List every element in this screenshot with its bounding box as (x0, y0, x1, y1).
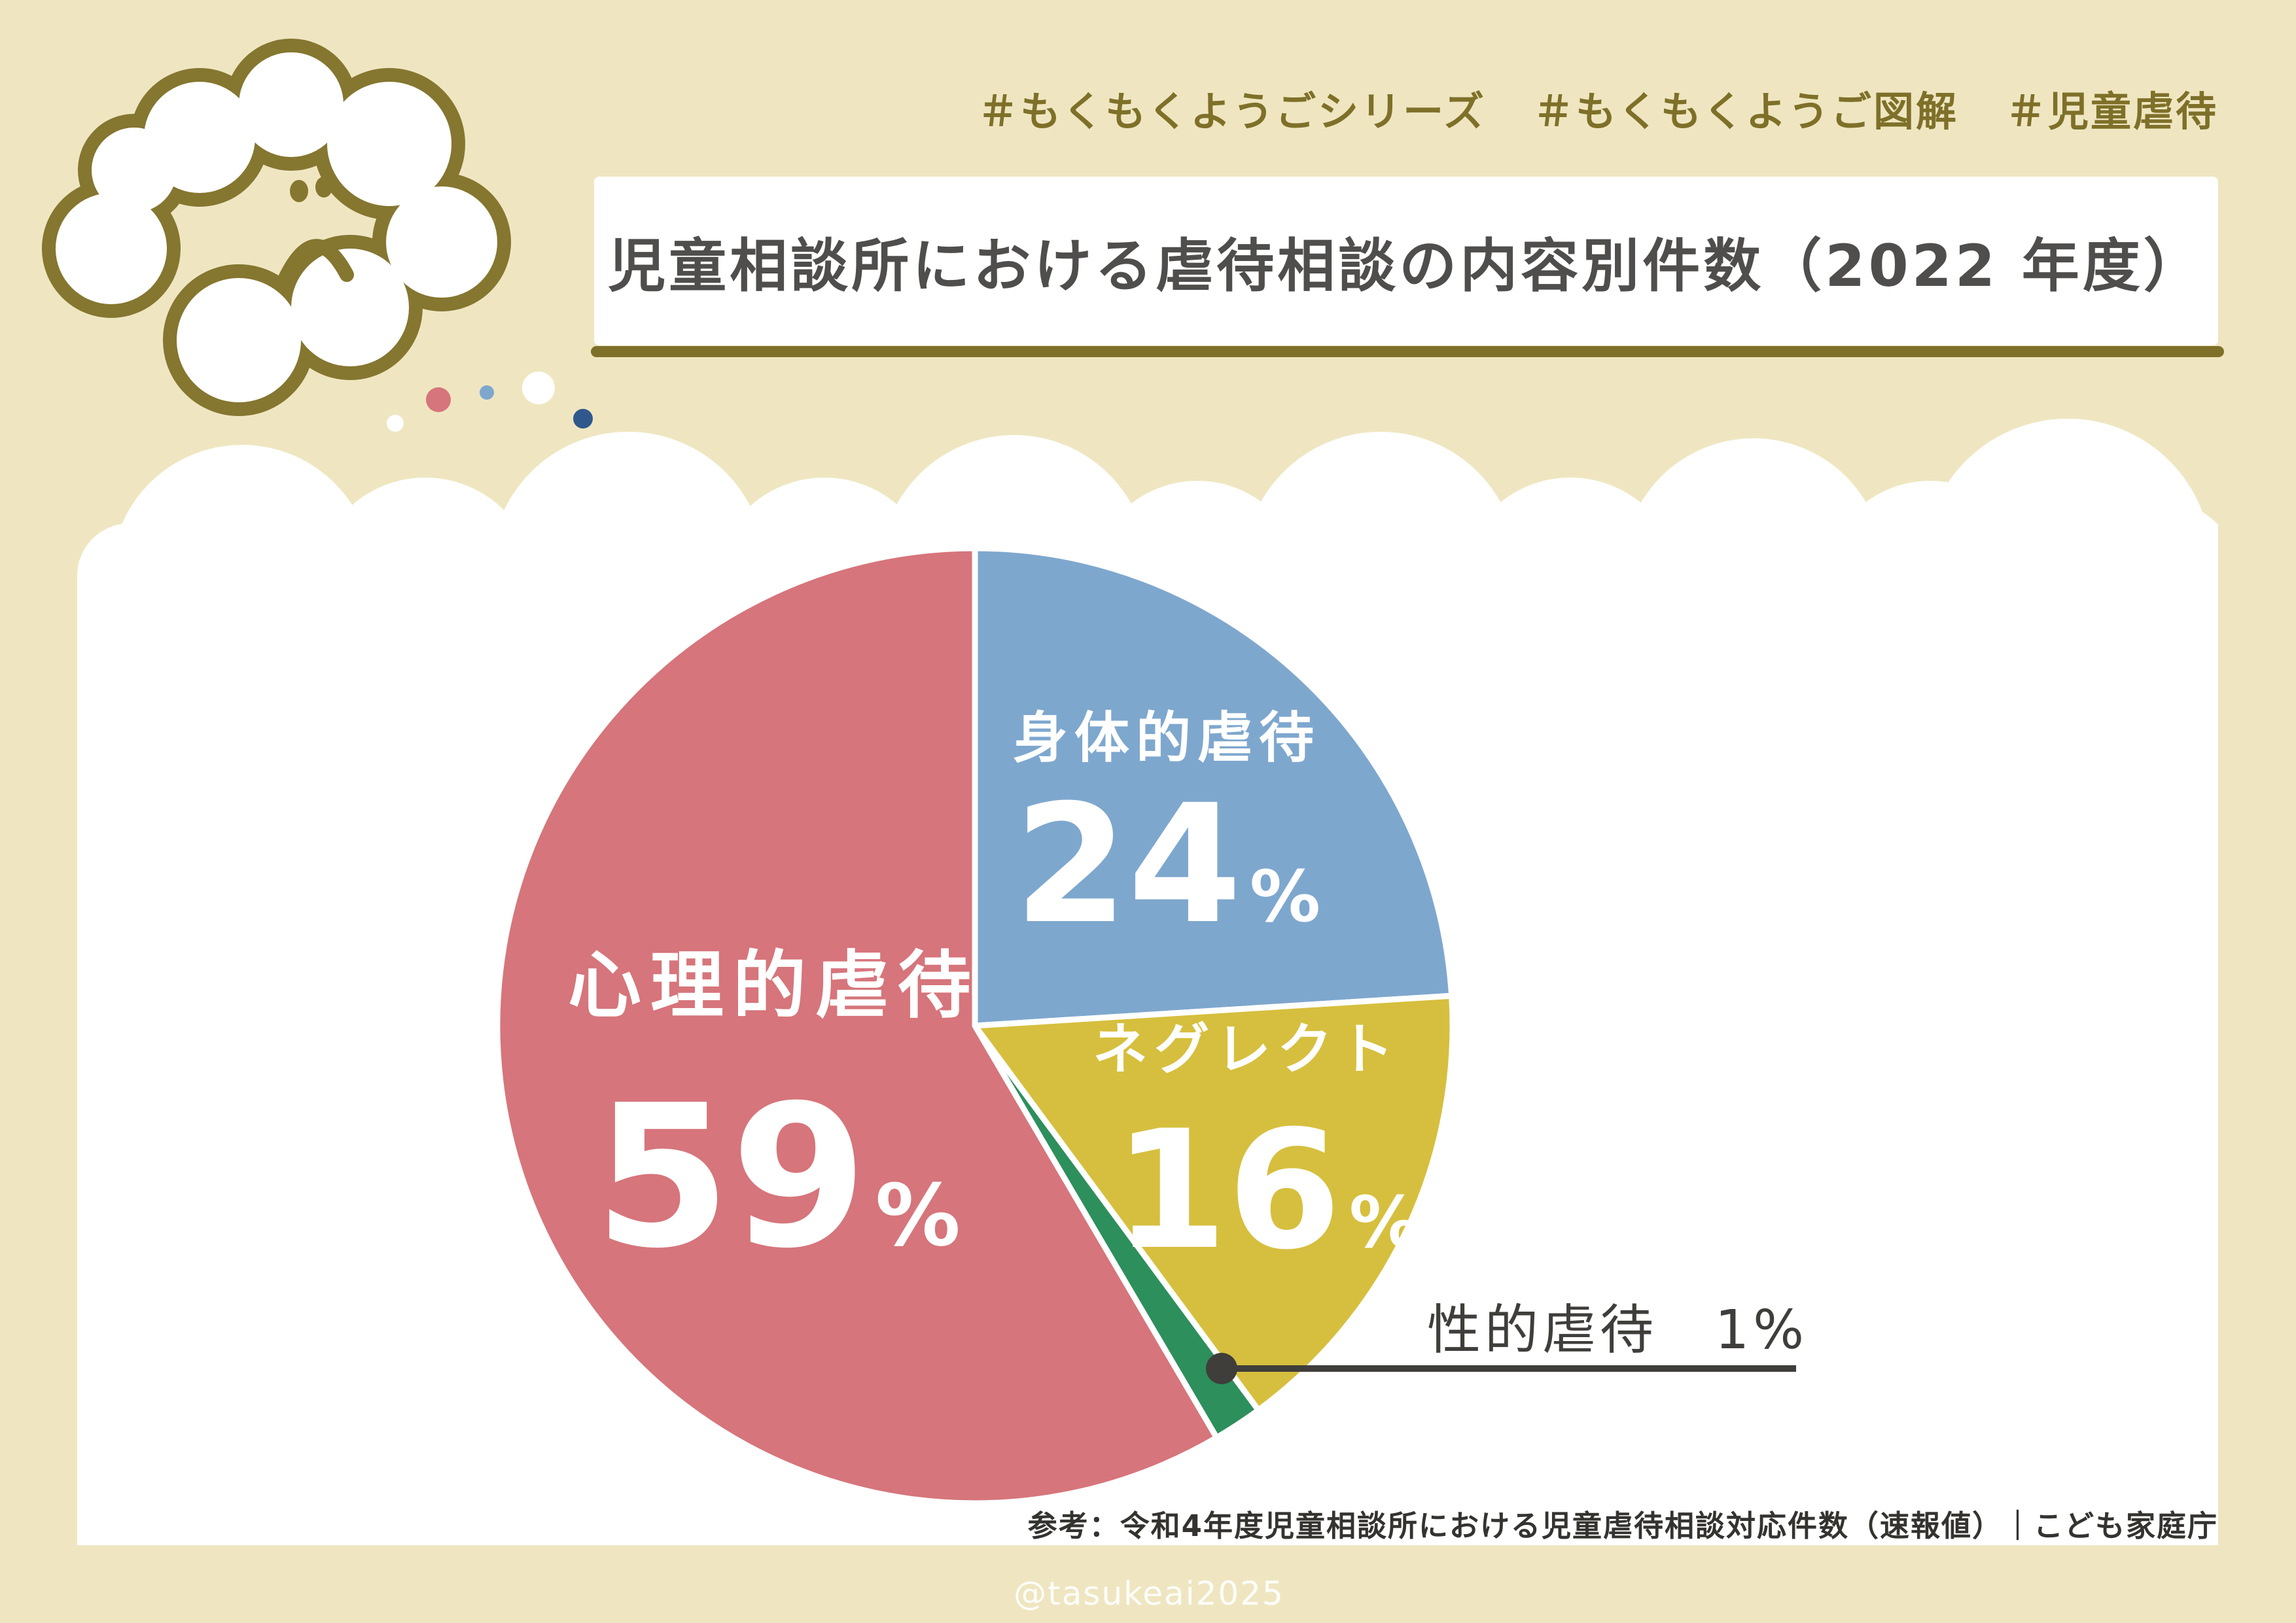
hashtag-row: ＃もくもくようごシリーズ ＃もくもくようご図解 ＃児童虐待 (978, 79, 2218, 137)
percent-sign: % (1249, 856, 1321, 938)
slice-value-physical-number: 24 (1014, 769, 1242, 960)
watermark: @tasukeai2025 (1014, 1575, 1284, 1613)
scallop-bump (314, 478, 537, 700)
hashtag-topic: ＃児童虐待 (2005, 88, 2218, 135)
slice-value-physical: 24 % (1014, 783, 1320, 947)
slice-label-neglect: ネグレクト (1092, 1017, 1401, 1081)
source-reference: 参考：令和4年度児童相談所における児童虐待相談対応件数（速報値）｜こども家庭庁 (1027, 1509, 2218, 1543)
cloud-body (56, 52, 497, 402)
hashtag-series: ＃もくもくようごシリーズ (978, 88, 1486, 135)
page-title: 児童相談所における虐待相談の内容別件数（2022 年度） (608, 232, 2204, 300)
decor-dot-blue (480, 385, 494, 400)
slice-label-physical: 身体的虐待 (1012, 706, 1321, 770)
sad-cloud-icon (42, 39, 511, 416)
frown-mouth (278, 239, 354, 285)
slice-value-neglect-number: 16 (1113, 1095, 1341, 1285)
title-box: 児童相談所における虐待相談の内容別件数（2022 年度） (594, 177, 2218, 345)
slice-value-psychological: 59 % (594, 1079, 961, 1276)
slice-callout-sexual: 性的虐待 1% (1426, 1299, 1809, 1361)
decor-dot-pink (426, 387, 451, 412)
left-eye (290, 180, 308, 202)
percent-sign: % (875, 1166, 961, 1265)
right-eye (315, 177, 332, 198)
decor-dot-navy (573, 409, 593, 428)
title-underline (591, 346, 2224, 357)
scallop-bump (111, 445, 373, 707)
decor-dot-white-small (387, 415, 404, 432)
hashtag-zukai: ＃もくもくようご図解 (1532, 88, 1958, 135)
scallop-cloud-edge (111, 419, 2218, 707)
scallop-bump (1459, 478, 1682, 700)
slice-value-neglect: 16 % (1114, 1109, 1420, 1272)
slice-label-psychological: 心理的虐待 (568, 943, 980, 1028)
slice-value-psychological-number: 59 (594, 1063, 868, 1291)
percent-sign: % (1349, 1182, 1421, 1264)
scallop-bump (2061, 497, 2218, 680)
decor-dot-white-big (522, 372, 555, 404)
scallop-bump (1623, 438, 1884, 700)
sad-face-icon (278, 177, 354, 285)
